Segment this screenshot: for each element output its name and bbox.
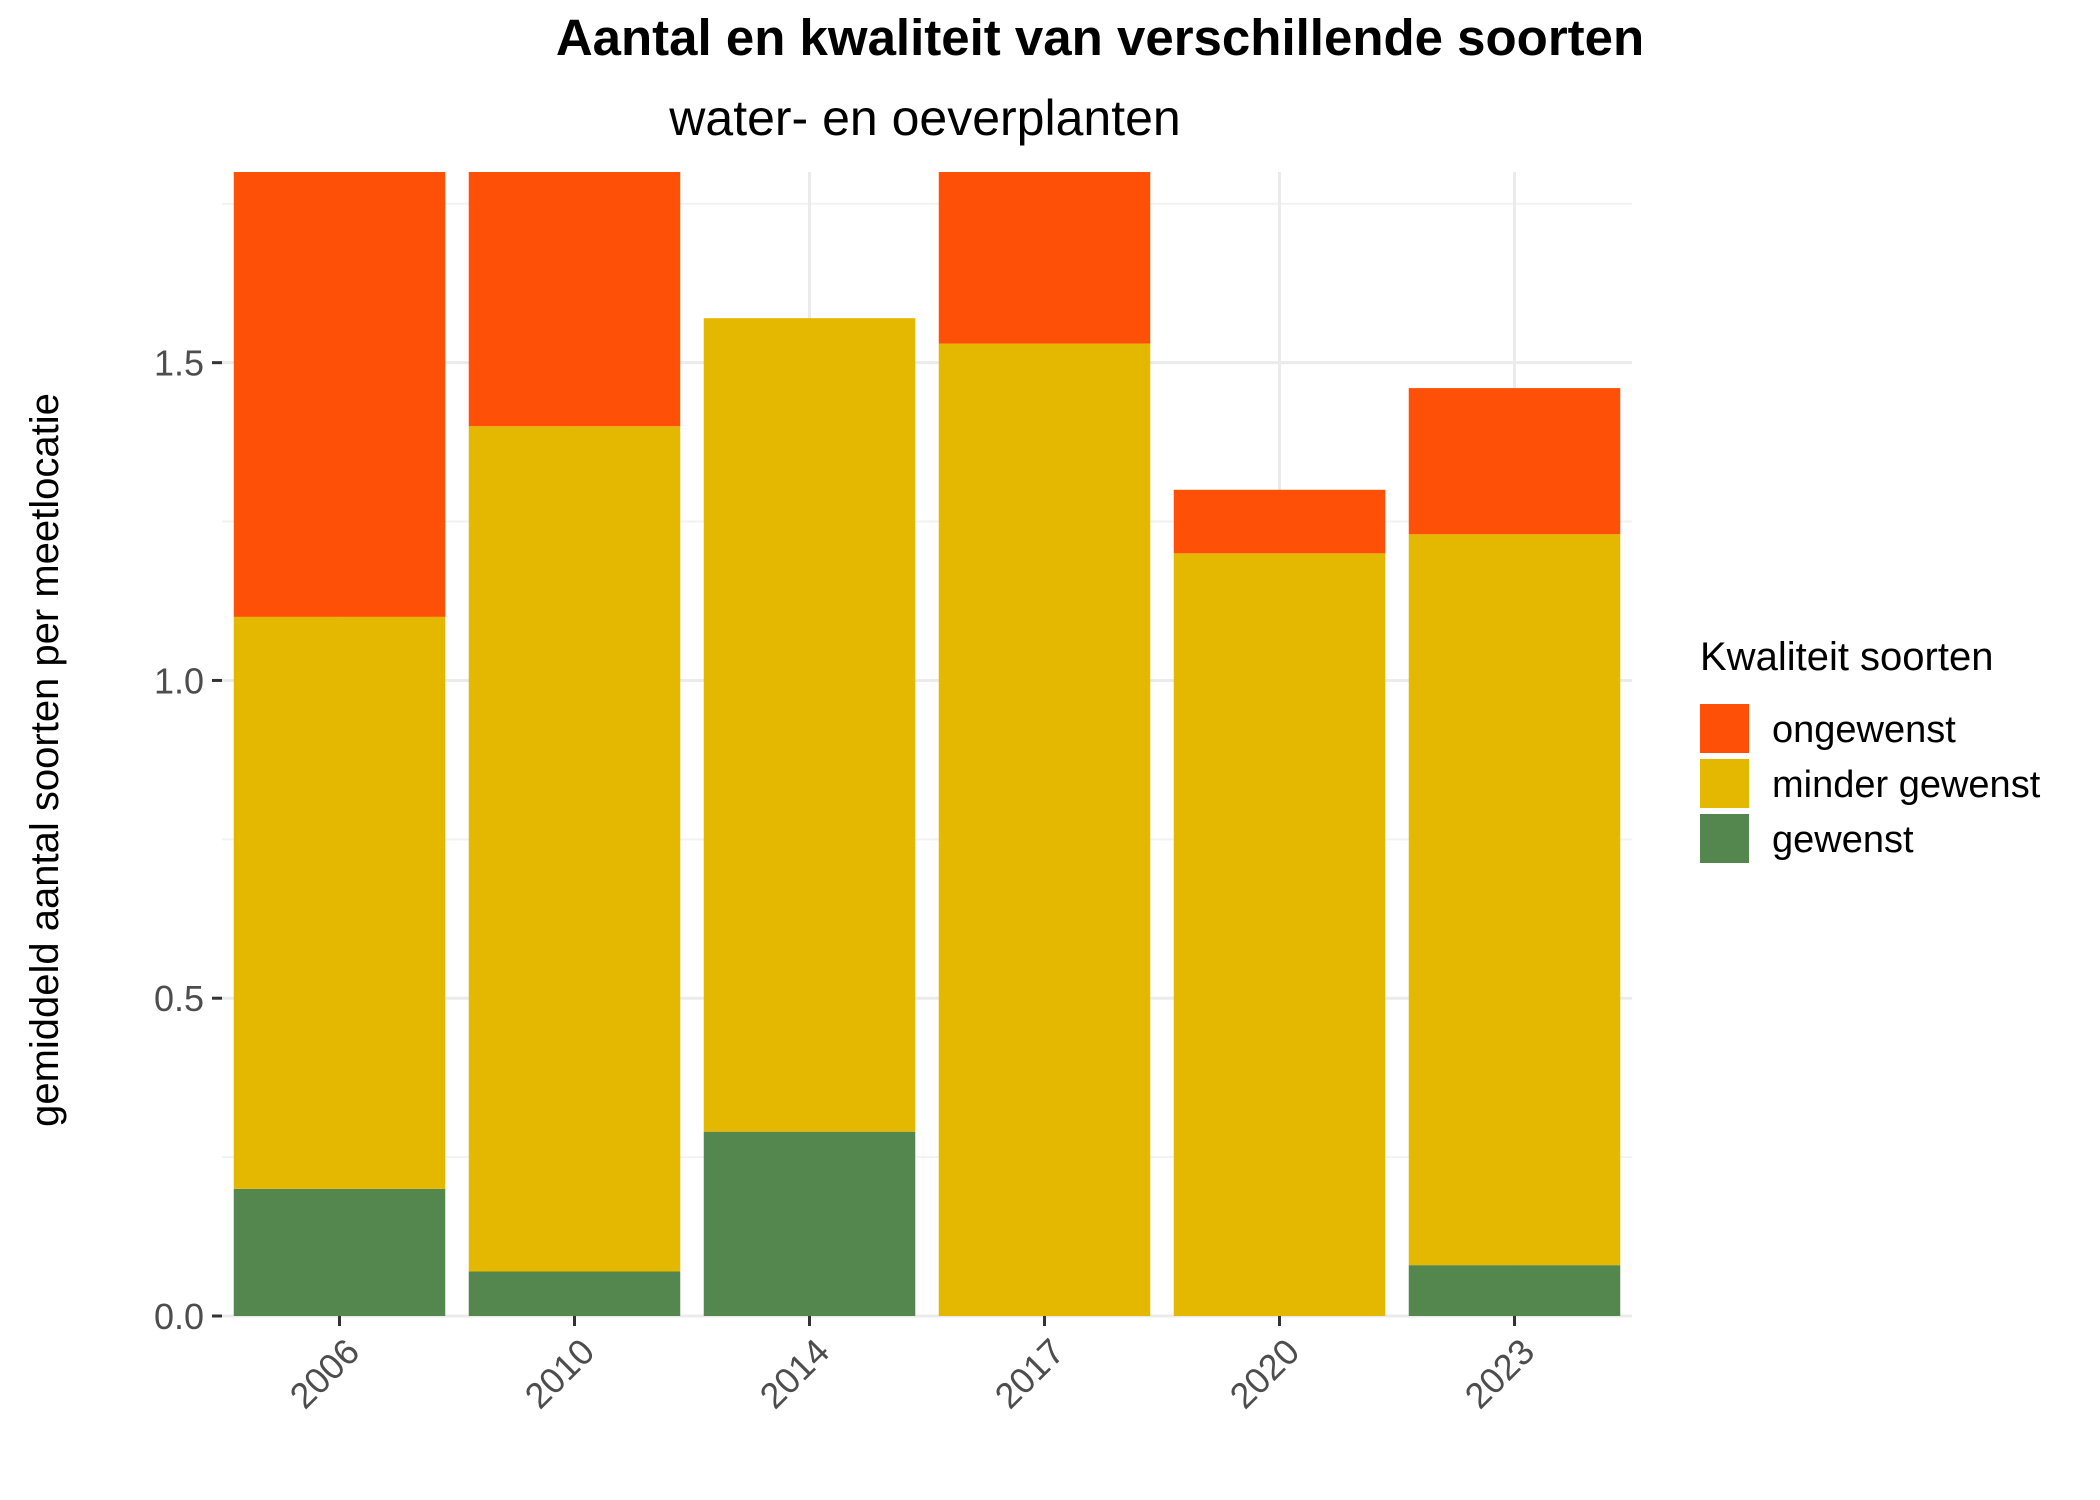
bar-2006-gewenst <box>233 1188 446 1316</box>
x-tick-label: 2017 <box>987 1331 1073 1417</box>
legend-swatch-ongewenst <box>1700 704 1749 753</box>
bar-2006-minder-gewenst <box>233 616 446 1189</box>
chart-subtitle: water- en oeverplanten <box>668 90 1180 146</box>
bar-2020-ongewenst <box>1173 489 1386 554</box>
y-axis-label: gemiddeld aantal soorten per meetlocatie <box>23 393 67 1127</box>
x-tick-label: 2020 <box>1222 1331 1308 1417</box>
x-tick-label: 2010 <box>517 1331 603 1417</box>
bar-2017-ongewenst <box>938 172 1151 344</box>
bar-2017-minder-gewenst <box>938 343 1151 1317</box>
legend-title: Kwaliteit soorten <box>1700 635 1993 679</box>
bar-2023-ongewenst <box>1408 388 1621 535</box>
bar-2014-gewenst <box>703 1131 916 1316</box>
y-axis-ticks: 0.0 0.5 1.0 1.5 <box>154 343 222 1337</box>
bars <box>233 172 1621 1317</box>
y-tick-label: 1.0 <box>154 660 204 701</box>
y-tick-label: 1.5 <box>154 343 204 384</box>
legend-label: ongewenst <box>1772 709 1956 751</box>
bar-2010-ongewenst <box>468 172 681 427</box>
bar-2020-minder-gewenst <box>1173 553 1386 1316</box>
legend: Kwaliteit soorten ongewenst minder gewens… <box>1700 635 2041 863</box>
chart-title: Aantal en kwaliteit van verschillende so… <box>556 9 1644 66</box>
bar-2006-ongewenst <box>233 172 446 617</box>
bar-2010-minder-gewenst <box>468 426 681 1272</box>
x-axis-ticks: 2006 2010 2014 2017 2020 2023 <box>282 1316 1543 1417</box>
bar-2023-minder-gewenst <box>1408 534 1621 1266</box>
y-tick-label: 0.5 <box>154 978 204 1019</box>
legend-label: gewenst <box>1772 819 1914 861</box>
x-tick-label: 2014 <box>752 1331 838 1417</box>
legend-swatch-gewenst <box>1700 814 1749 863</box>
bar-2023-gewenst <box>1408 1265 1621 1316</box>
bar-2014-minder-gewenst <box>703 318 916 1132</box>
y-tick-label: 0.0 <box>154 1296 204 1337</box>
legend-label: minder gewenst <box>1772 764 2041 806</box>
x-tick-label: 2023 <box>1457 1331 1543 1417</box>
legend-swatch-minder-gewenst <box>1700 759 1749 808</box>
bar-2010-gewenst <box>468 1271 681 1316</box>
x-tick-label: 2006 <box>282 1331 368 1417</box>
